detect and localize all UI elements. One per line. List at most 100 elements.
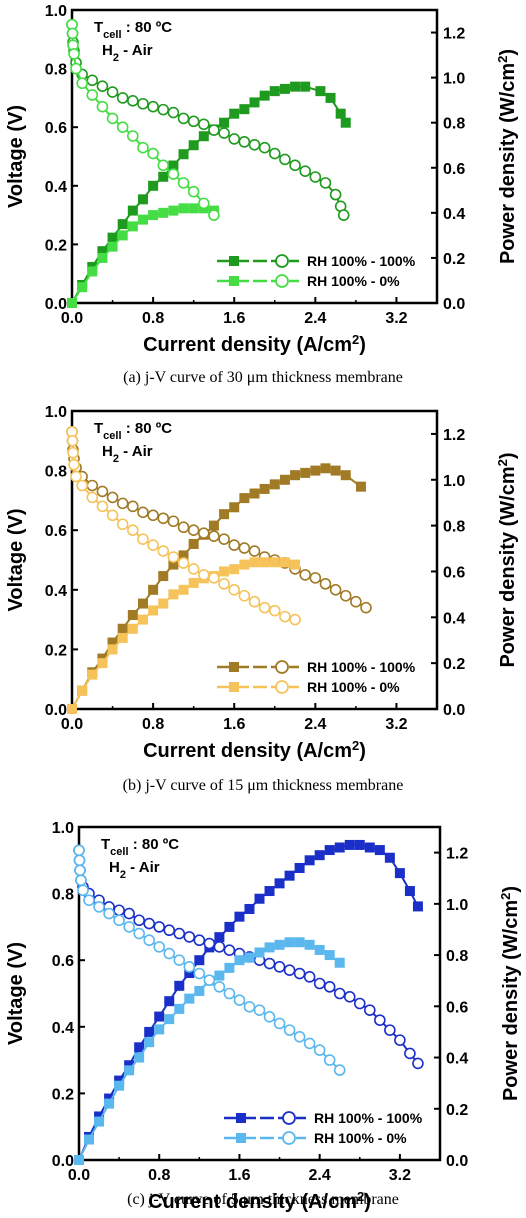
power-point-series-0 xyxy=(219,117,230,128)
power-point-series-0 xyxy=(324,845,335,856)
voltage-point-series-1 xyxy=(66,27,79,40)
voltage-point-series-0 xyxy=(223,944,236,957)
power-point-series-0 xyxy=(184,968,195,979)
voltage-point-series-0 xyxy=(153,921,166,933)
power-point-series-0 xyxy=(344,839,355,850)
voltage-point-series-0 xyxy=(299,165,311,177)
voltage-point-series-1 xyxy=(313,1044,326,1056)
y2-tick-label: 0.0 xyxy=(446,1153,468,1170)
legend-label-series-1: RH 100% - 0% xyxy=(314,1130,407,1146)
voltage-point-series-1 xyxy=(167,551,180,563)
power-point-series-1 xyxy=(144,1037,155,1048)
y-tick-label: 1.0 xyxy=(52,820,74,837)
annotation-gas: H2 - Air xyxy=(109,859,160,881)
power-point-series-1 xyxy=(314,944,325,955)
legend-square-marker-0 xyxy=(229,256,239,266)
voltage-point-series-1 xyxy=(258,601,271,614)
annotation-sub: 2 xyxy=(113,453,119,465)
voltage-point-series-1 xyxy=(106,112,119,125)
power-point-series-1 xyxy=(84,1134,95,1145)
power-point-series-1 xyxy=(254,947,265,958)
legend-square-marker-0 xyxy=(229,662,239,672)
voltage-point-series-1 xyxy=(187,563,200,575)
power-point-series-1 xyxy=(304,939,315,950)
caption-c: (c) j-V curve of 5 μm thickness membrane xyxy=(127,1191,399,1208)
plot-frame xyxy=(77,825,442,1162)
power-point-series-0 xyxy=(314,850,325,861)
voltage-point-series-1 xyxy=(233,994,246,1006)
power-point-series-1 xyxy=(168,589,179,600)
voltage-point-series-1 xyxy=(193,967,206,980)
power-point-series-0 xyxy=(264,886,275,897)
voltage-point-series-0 xyxy=(183,931,196,943)
voltage-point-series-0 xyxy=(283,964,296,976)
voltage-point-series-1 xyxy=(67,446,79,459)
power-point-series-1 xyxy=(148,605,159,616)
annotation-sub: 2 xyxy=(113,52,119,64)
power-point-series-1 xyxy=(239,559,250,570)
power-point-series-0 xyxy=(254,893,265,904)
power-point-series-0 xyxy=(320,463,331,474)
voltage-point-series-0 xyxy=(198,527,210,539)
y-tick-label: 0.6 xyxy=(45,523,67,540)
voltage-point-series-1 xyxy=(198,197,210,210)
power-point-series-0 xyxy=(208,520,219,531)
annotation-rest: : 80 ºC xyxy=(122,19,173,36)
y2-tick-label: 0.0 xyxy=(443,702,465,719)
power-point-series-1 xyxy=(158,207,169,218)
power-point-series-0 xyxy=(284,870,295,881)
x-axis-title: Current density (A/cm2) xyxy=(143,332,366,357)
power-point-series-0 xyxy=(117,623,128,634)
power-point-series-1 xyxy=(174,1003,185,1014)
power-point-series-1 xyxy=(264,942,275,953)
x-tick-label: 2.4 xyxy=(309,1167,331,1184)
power-point-series-1 xyxy=(87,266,98,277)
y-tick-label: 0.8 xyxy=(52,887,74,904)
power-point-series-0 xyxy=(148,180,159,191)
power-point-series-1 xyxy=(127,623,138,634)
x-tick-label: 1.6 xyxy=(223,310,245,327)
annotation-sub: cell xyxy=(110,846,128,858)
voltage-point-series-0 xyxy=(350,595,362,608)
y-axis-title: Voltage (V) xyxy=(5,105,27,208)
voltage-point-series-0 xyxy=(263,957,276,970)
y-tick-label: 0.2 xyxy=(52,1086,74,1103)
voltage-point-series-1 xyxy=(157,159,170,172)
voltage-point-series-1 xyxy=(127,130,139,142)
x-tick-label: 3.2 xyxy=(385,310,407,327)
y2-tick-label: 0.2 xyxy=(443,656,465,673)
voltage-point-series-1 xyxy=(96,500,109,513)
annotation-sub: cell xyxy=(103,430,121,442)
voltage-point-series-0 xyxy=(177,112,190,125)
power-point-series-0 xyxy=(355,481,366,492)
voltage-point-series-1 xyxy=(133,927,145,940)
voltage-point-series-0 xyxy=(213,941,226,953)
voltage-point-series-0 xyxy=(203,937,216,950)
caption-a: (a) j-V curve of 30 μm thickness membran… xyxy=(123,369,403,386)
voltage-point-series-1 xyxy=(137,533,149,545)
voltage-point-series-1 xyxy=(77,884,89,897)
x-axis-title-sup: 2 xyxy=(352,332,359,347)
voltage-point-series-1 xyxy=(248,595,261,608)
power-point-series-0 xyxy=(334,842,345,853)
caption-b: (b) j-V curve of 15 μm thickness membran… xyxy=(122,777,404,794)
y2-tick-label: 0.6 xyxy=(443,564,465,581)
power-point-series-1 xyxy=(87,669,98,680)
x-axis-title: Current density (A/cm2) xyxy=(143,738,366,763)
power-point-series-0 xyxy=(304,855,315,866)
x-tick-label: 1.6 xyxy=(223,716,245,733)
voltage-point-series-0 xyxy=(337,209,350,221)
power-point-series-1 xyxy=(234,955,245,966)
power-point-series-1 xyxy=(184,993,195,1004)
x-tick-label: 2.4 xyxy=(304,716,326,733)
y-tick-label: 0.4 xyxy=(45,583,67,600)
power-point-series-0 xyxy=(144,1026,155,1037)
voltage-point-series-0 xyxy=(167,515,180,528)
voltage-point-series-0 xyxy=(173,927,186,940)
y2-tick-label: 1.0 xyxy=(443,71,465,88)
voltage-point-series-1 xyxy=(143,934,155,947)
power-point-series-1 xyxy=(114,1080,125,1091)
voltage-point-series-0 xyxy=(187,115,200,128)
voltage-point-series-1 xyxy=(93,901,105,913)
voltage-point-series-0 xyxy=(333,987,346,1000)
